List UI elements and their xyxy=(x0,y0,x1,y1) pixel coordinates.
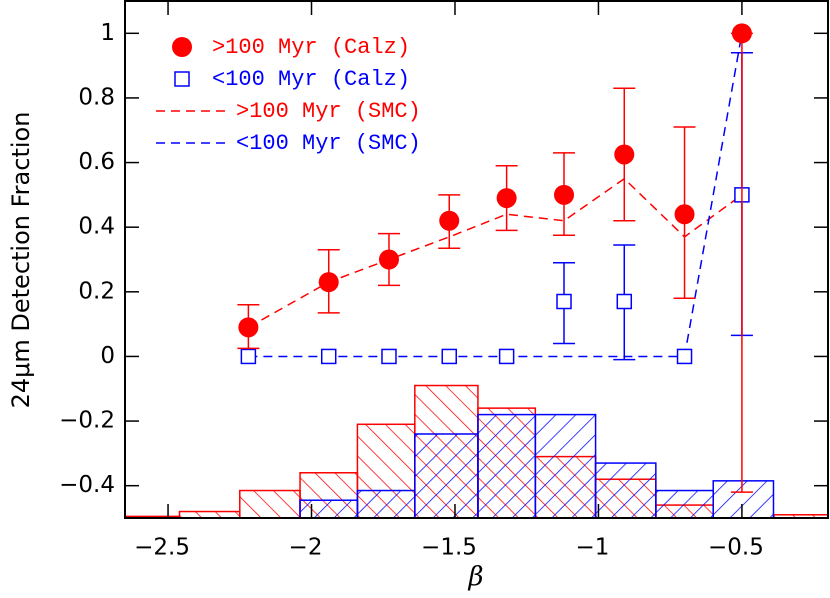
marker xyxy=(676,348,693,365)
marker xyxy=(616,293,633,310)
marker xyxy=(554,184,575,205)
x-tick-label: −0.5 xyxy=(708,535,764,561)
line-series xyxy=(248,177,743,329)
marker xyxy=(320,348,337,365)
marker xyxy=(556,293,572,310)
y-tick-label: 0.8 xyxy=(78,84,115,110)
y-tick-label: 0.6 xyxy=(78,149,115,175)
marker xyxy=(674,204,695,225)
y-tick-label: −0.4 xyxy=(59,472,115,498)
y-tick-label: 1 xyxy=(100,20,115,46)
histogram-bar xyxy=(712,480,775,519)
y-tick-label: −0.2 xyxy=(59,408,115,434)
marker xyxy=(238,317,259,338)
legend-marker xyxy=(172,37,192,57)
marker xyxy=(378,249,399,270)
histogram-bar xyxy=(534,413,597,519)
y-tick-label: 0.4 xyxy=(78,214,115,240)
legend-marker xyxy=(174,71,190,87)
x-tick-label: −1.5 xyxy=(421,535,477,561)
marker xyxy=(318,272,339,293)
marker xyxy=(441,348,457,365)
x-tick-label: −2.5 xyxy=(134,535,190,561)
y-tick-label: 0 xyxy=(100,343,115,369)
histogram-bar xyxy=(414,433,479,519)
marker xyxy=(240,348,257,365)
histogram-bar xyxy=(594,462,657,519)
x-tick-label: −2 xyxy=(289,535,323,561)
plot-frame xyxy=(124,0,829,519)
x-tick-label: −1 xyxy=(575,535,609,561)
legend-label: <100 Myr (SMC) xyxy=(236,131,421,156)
marker xyxy=(439,210,460,231)
legend-label: >100 Myr (Calz) xyxy=(212,35,410,60)
y-axis-label: 24μm Detection Fraction xyxy=(7,112,35,409)
legend-label: >100 Myr (SMC) xyxy=(236,99,421,124)
legend-label: <100 Myr (Calz) xyxy=(212,67,410,92)
marker xyxy=(496,188,517,209)
marker xyxy=(614,144,635,165)
histogram-bar xyxy=(299,499,359,519)
marker xyxy=(731,23,752,44)
marker xyxy=(381,348,397,365)
marker xyxy=(498,348,515,365)
x-axis-label: β xyxy=(467,562,483,592)
histogram-bar xyxy=(239,489,301,519)
y-tick-label: 0.2 xyxy=(78,278,115,304)
histogram-bar xyxy=(356,489,416,519)
histogram-bar xyxy=(655,489,714,519)
histogram-bar xyxy=(477,413,537,519)
